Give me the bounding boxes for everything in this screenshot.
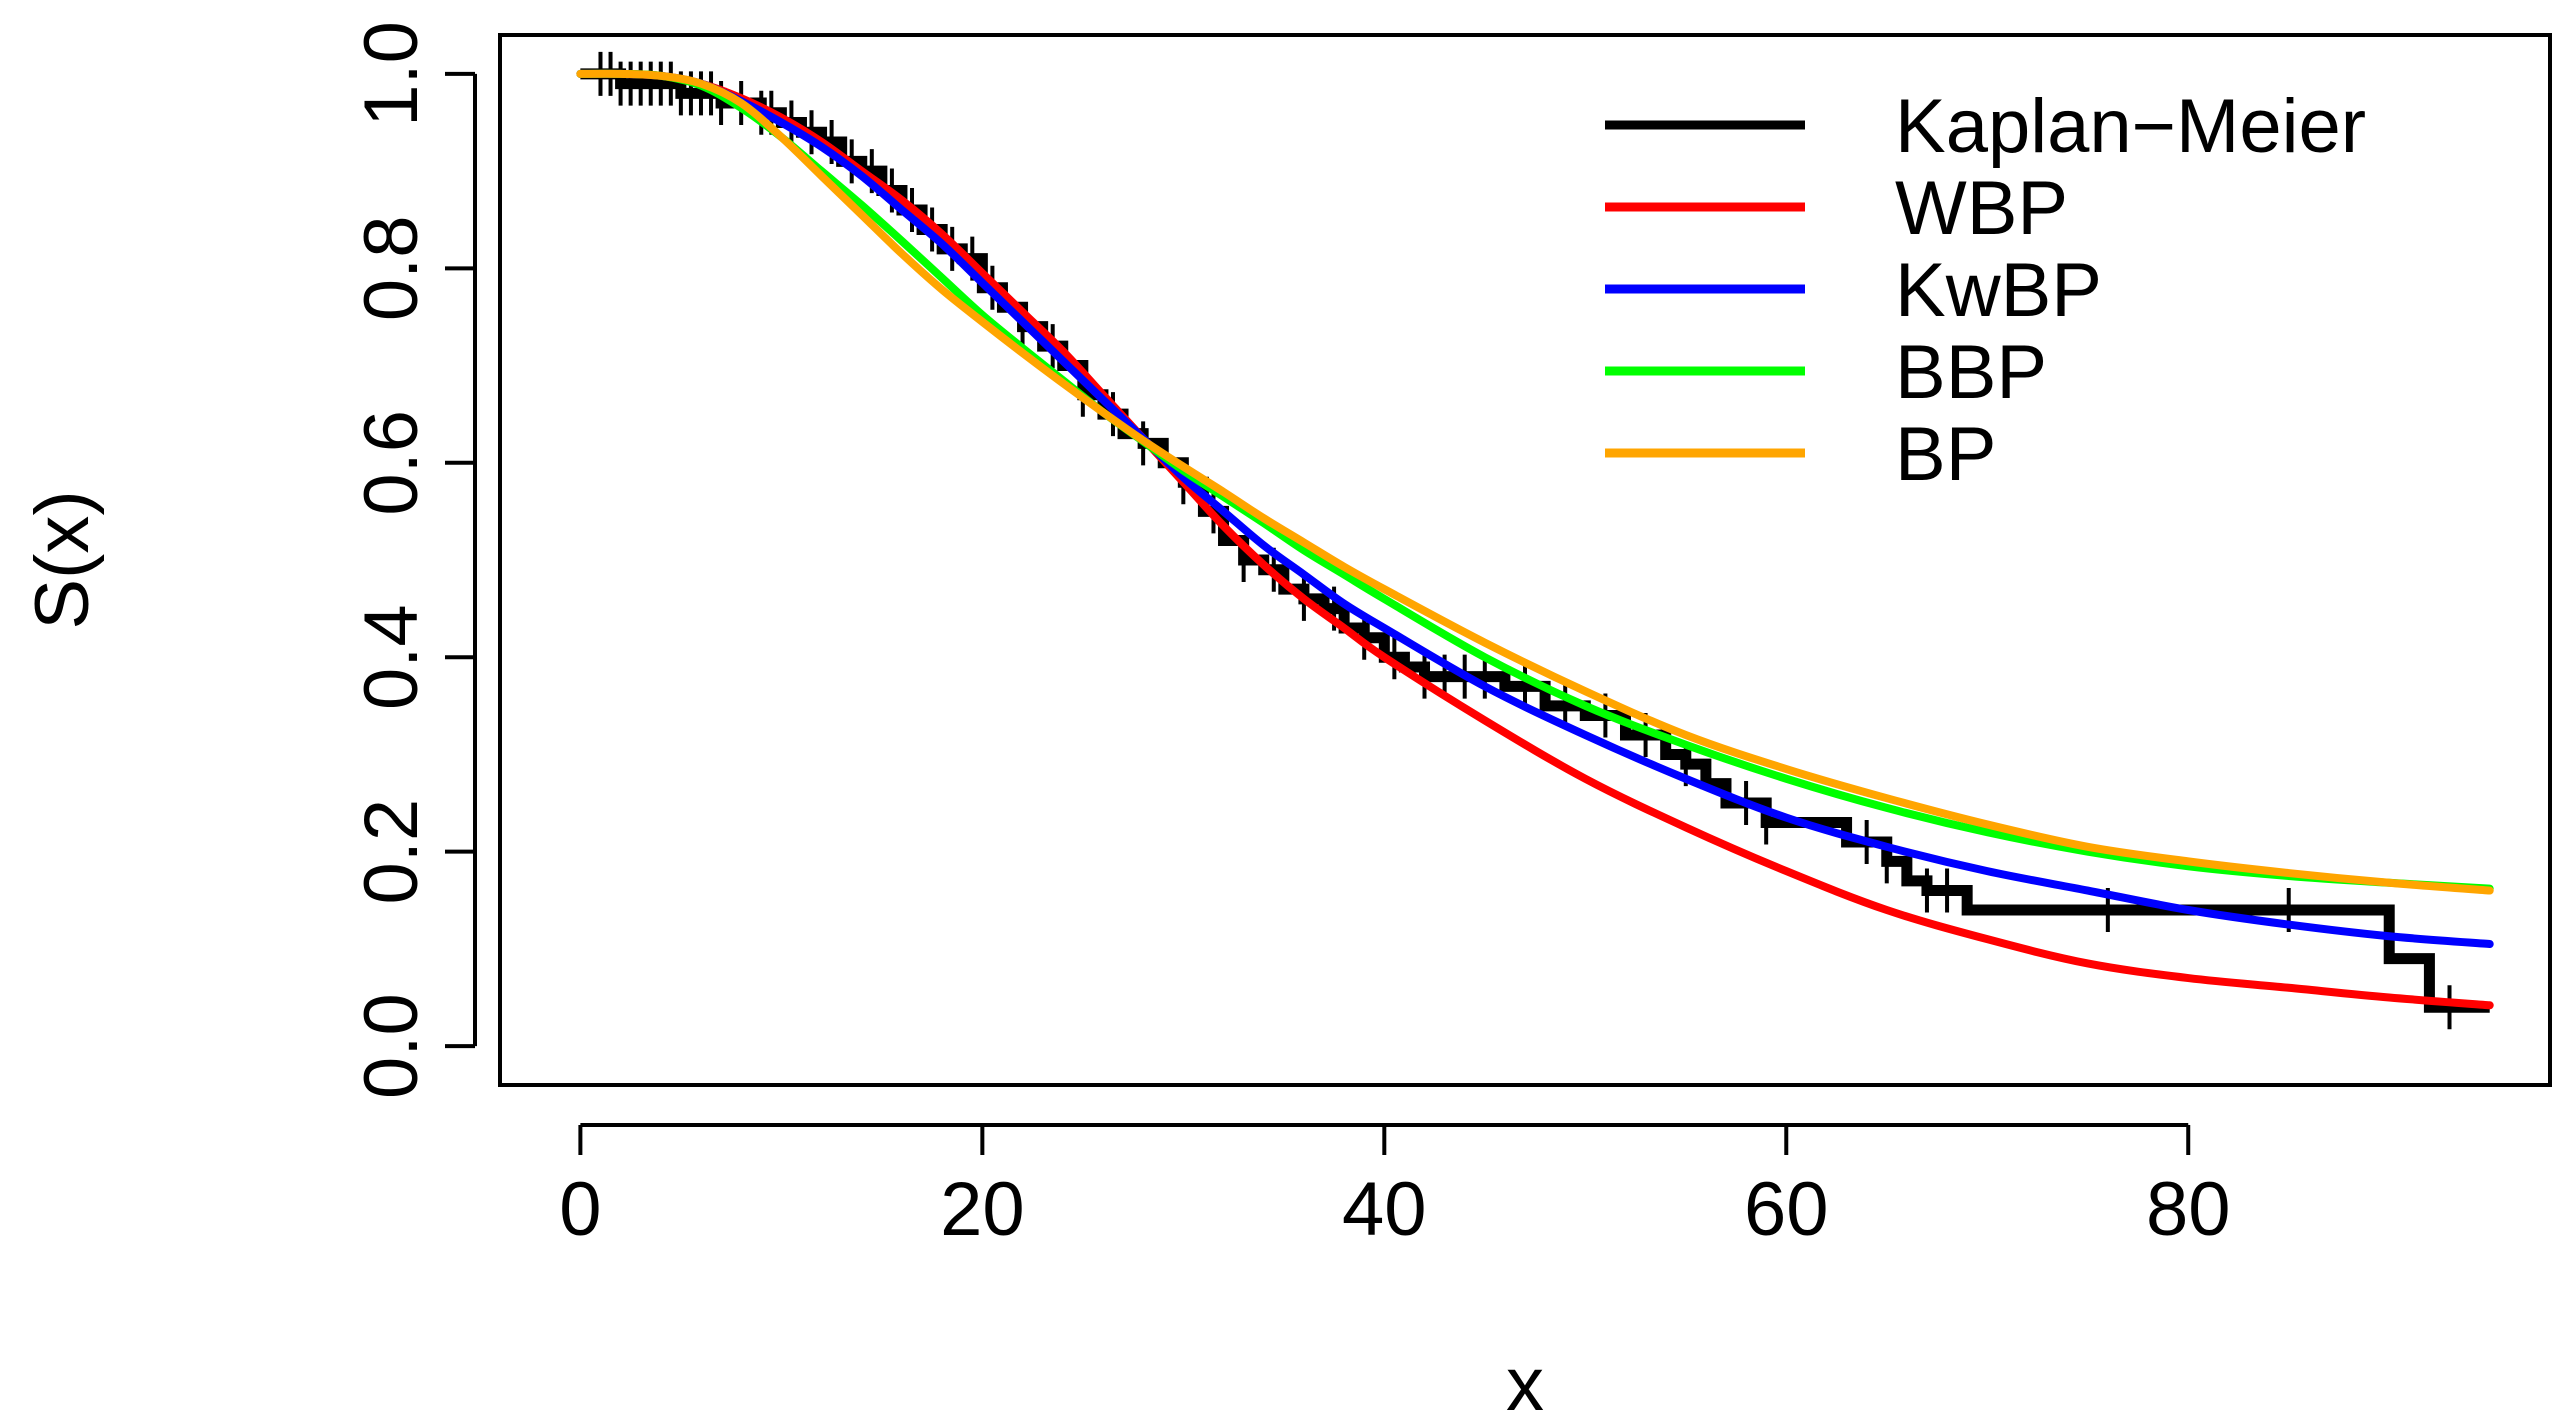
series-layer: [576, 51, 2494, 1030]
y-tick-label: 0.0: [349, 993, 434, 1099]
legend-label: Kaplan−Meier: [1895, 84, 2366, 169]
series-line-wbp: [576, 69, 2494, 1010]
x-tick-label: 40: [1342, 1167, 1427, 1252]
y-tick-label: 0.2: [349, 799, 434, 905]
x-tick-label: 80: [2146, 1167, 2231, 1252]
x-tick-label: 20: [940, 1167, 1025, 1252]
legend-label: BP: [1895, 412, 1996, 497]
legend-label: BBP: [1895, 330, 2047, 415]
legend-label: WBP: [1895, 166, 2068, 251]
series-line-bp: [576, 69, 2494, 895]
y-tick-label: 0.4: [349, 604, 434, 710]
y-tick-label: 0.8: [349, 216, 434, 322]
x-axis-title: x: [1506, 1342, 1544, 1427]
x-axis: 0 20 40 60 80: [559, 1123, 2231, 1252]
legend-label: KwBP: [1895, 248, 2102, 333]
series-line-kwbp: [576, 69, 2494, 949]
y-axis: 0.0 0.2 0.4 0.6 0.8 1.0: [349, 21, 477, 1099]
x-tick-label: 0: [559, 1167, 601, 1252]
y-tick-label: 1.0: [349, 21, 434, 127]
y-tick-label: 0.6: [349, 410, 434, 516]
x-tick-label: 60: [1744, 1167, 1829, 1252]
y-axis-title: S(x): [20, 490, 105, 629]
plot-frame: [498, 33, 2552, 1087]
